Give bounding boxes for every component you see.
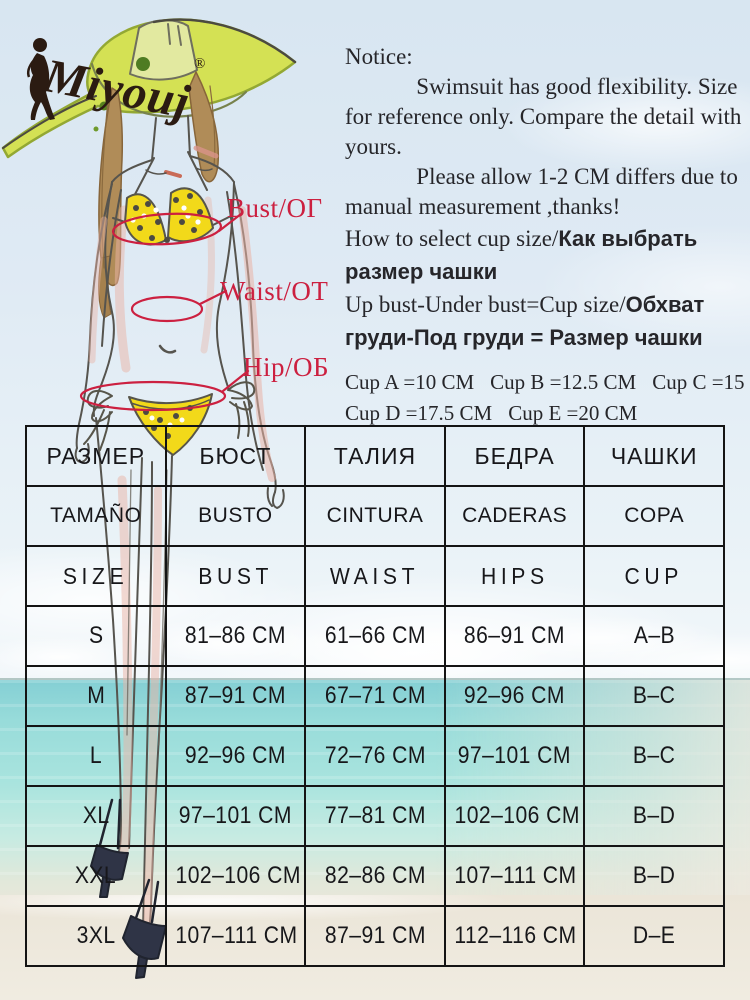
cup-cell: A–B xyxy=(583,605,725,667)
bust-measurement-label: Bust/ОГ xyxy=(227,193,323,223)
size-cell: S xyxy=(25,605,167,667)
header-cell: COPA xyxy=(583,485,725,547)
hips-cell: 86–91 CM xyxy=(443,605,586,667)
size-cell: L xyxy=(25,725,167,787)
cup-size-howto-ru: Как выбрать размер чашки xyxy=(345,226,698,284)
cup-a-value: Cup A =10 CM xyxy=(345,370,475,394)
waist-pointer-line xyxy=(198,289,228,306)
header-cell: SIZE xyxy=(25,545,167,607)
hips-cell: 112–116 CM xyxy=(443,905,586,967)
size-cell: XL xyxy=(25,785,167,847)
cup-cell: B–D xyxy=(583,845,725,907)
header-cell: BUSTO xyxy=(164,485,307,547)
size-cell: M xyxy=(25,665,167,727)
waist-cell: 61–66 CM xyxy=(304,605,446,667)
cup-size-formula-en: Up bust-Under bust=Cup size/ xyxy=(345,292,626,317)
cup-cell: B–C xyxy=(583,665,725,727)
header-row-spanish: TAMAÑO BUSTO CINTURA CADERAS COPA xyxy=(25,485,725,547)
cup-values-line-1: Cup A =10 CM Cup B =12.5 CM Cup C =15 CM xyxy=(345,368,750,397)
size-row-xl: XL 97–101 CM 77–81 CM 102–106 CM B–D xyxy=(25,785,725,847)
waist-cell: 77–81 CM xyxy=(304,785,446,847)
size-row-3xl: 3XL 107–111 CM 87–91 CM 112–116 CM D–E xyxy=(25,905,725,967)
size-row-xxl: XXL 102–106 CM 82–86 CM 107–111 CM B–D xyxy=(25,845,725,907)
size-cell: 3XL xyxy=(25,905,167,967)
cup-c-value: Cup C =15 CM xyxy=(652,370,750,394)
hips-cell: 107–111 CM xyxy=(443,845,586,907)
bust-ellipse xyxy=(111,212,223,246)
bust-cell: 107–111 CM xyxy=(164,905,307,967)
header-cell: CUP xyxy=(583,545,725,607)
hip-ellipse xyxy=(79,380,227,412)
hip-pointer-line xyxy=(221,369,250,393)
notice-panel: Notice: Swimsuit has good flexibility. S… xyxy=(345,42,750,428)
cup-size-howto-en: How to select cup size/ xyxy=(345,226,559,251)
bust-cell: 87–91 CM xyxy=(164,665,307,727)
cup-b-value: Cup B =12.5 CM xyxy=(490,370,637,394)
header-cell: БЮСТ xyxy=(164,425,307,487)
cup-size-howto: How to select cup size/Как выбрать разме… xyxy=(345,222,745,288)
header-cell: BUST xyxy=(164,545,307,607)
hips-cell: 97–101 CM xyxy=(443,725,586,787)
header-cell: TAMAÑO xyxy=(25,485,167,547)
header-cell: WAIST xyxy=(304,545,446,607)
header-cell: ЧАШКИ xyxy=(583,425,725,487)
cup-e-value: Cup E =20 CM xyxy=(508,401,638,425)
size-row-m: M 87–91 CM 67–71 CM 92–96 CM B–C xyxy=(25,665,725,727)
bust-cell: 102–106 CM xyxy=(164,845,307,907)
size-row-s: S 81–86 CM 61–66 CM 86–91 CM A–B xyxy=(25,605,725,667)
bust-cell: 81–86 CM xyxy=(164,605,307,667)
size-cell: XXL xyxy=(25,845,167,907)
notice-paragraph-flexibility: Swimsuit has good flexibility. Size for … xyxy=(345,74,742,159)
bust-cell: 92–96 CM xyxy=(164,725,307,787)
bust-pointer-line xyxy=(217,212,243,233)
header-row-english: SIZE BUST WAIST HIPS CUP xyxy=(25,545,725,607)
header-cell: HIPS xyxy=(443,545,586,607)
size-row-l: L 92–96 CM 72–76 CM 97–101 CM B–C xyxy=(25,725,725,787)
header-cell: ТАЛИЯ xyxy=(304,425,446,487)
cup-cell: B–D xyxy=(583,785,725,847)
cup-values-line-2: Cup D =17.5 CM Cup E =20 CM xyxy=(345,399,745,428)
hip-measurement-label: Hip/ОБ xyxy=(243,352,330,382)
size-table: РАЗМЕР БЮСТ ТАЛИЯ БЕДРА ЧАШКИ TAMAÑO BUS… xyxy=(25,425,725,967)
waist-cell: 87–91 CM xyxy=(304,905,446,967)
notice-title: Notice: xyxy=(345,44,413,69)
registered-trademark-icon: ® xyxy=(194,56,206,72)
notice-paragraph-tolerance: Please allow 1-2 CM differs due to manua… xyxy=(345,164,738,219)
hips-cell: 102–106 CM xyxy=(443,785,586,847)
woman-silhouette-icon xyxy=(26,38,55,120)
bust-cell: 97–101 CM xyxy=(164,785,307,847)
header-cell: РАЗМЕР xyxy=(25,425,167,487)
waist-measurement-label: Waist/ОТ xyxy=(220,276,329,306)
cup-cell: D–E xyxy=(583,905,725,967)
waist-cell: 72–76 CM xyxy=(304,725,446,787)
cup-size-formula-ru: Обхват груди-Под груди = Размер чашки xyxy=(345,292,705,350)
header-cell: CINTURA xyxy=(304,485,446,547)
hips-cell: 92–96 CM xyxy=(443,665,586,727)
waist-ellipse xyxy=(130,295,204,323)
cup-cell: B–C xyxy=(583,725,725,787)
header-cell: CADERAS xyxy=(443,485,586,547)
header-cell: БЕДРА xyxy=(443,425,586,487)
header-row-russian: РАЗМЕР БЮСТ ТАЛИЯ БЕДРА ЧАШКИ xyxy=(25,425,725,487)
cup-size-formula: Up bust-Under bust=Cup size/Обхват груди… xyxy=(345,288,745,354)
waist-cell: 82–86 CM xyxy=(304,845,446,907)
waist-cell: 67–71 CM xyxy=(304,665,446,727)
brand-logo: Miyouj ® xyxy=(12,30,252,150)
cup-d-value: Cup D =17.5 CM xyxy=(345,401,493,425)
measurement-markers xyxy=(79,212,250,412)
